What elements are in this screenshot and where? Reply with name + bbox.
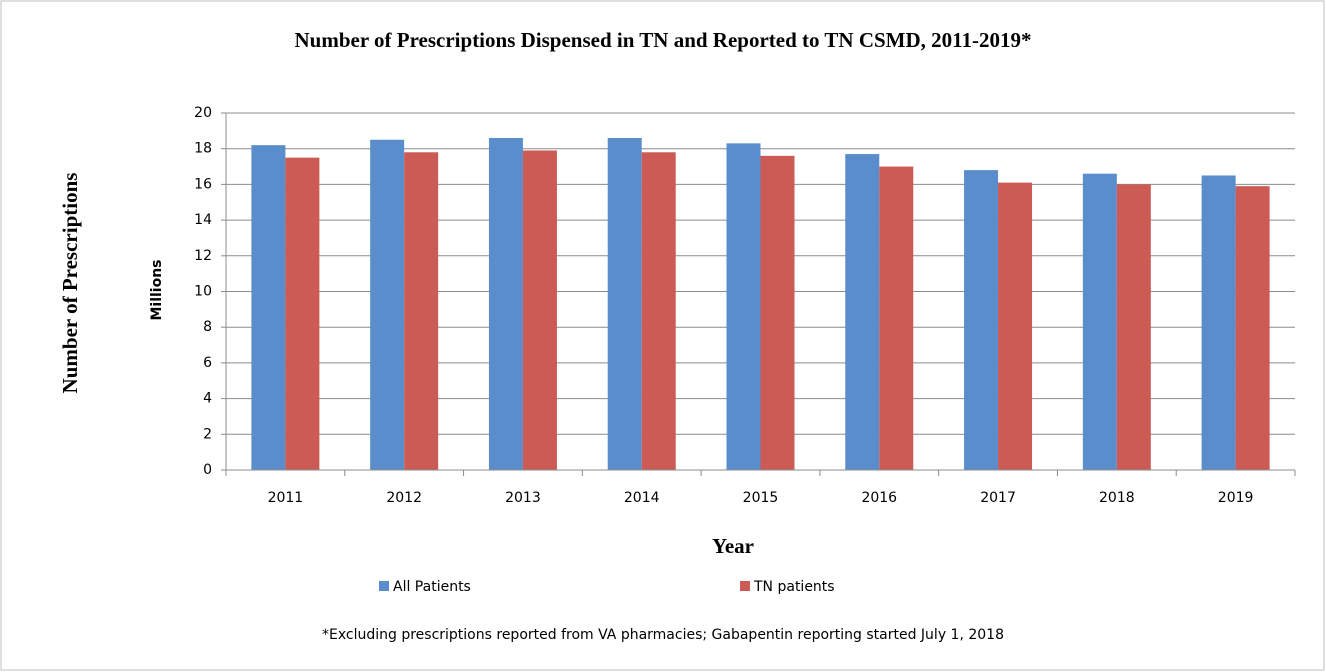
y-tick-label: 14 bbox=[194, 212, 212, 228]
y-tick-label: 4 bbox=[203, 391, 212, 407]
bar bbox=[1201, 175, 1236, 470]
bar bbox=[998, 182, 1033, 471]
x-tick-label: 2013 bbox=[505, 490, 541, 506]
y-tick-label: 16 bbox=[194, 176, 212, 192]
y-tick-label: 6 bbox=[203, 355, 212, 371]
bar bbox=[1116, 184, 1151, 470]
bar bbox=[251, 145, 286, 470]
y-tick-label: 0 bbox=[203, 462, 212, 478]
y-tick-label: 20 bbox=[194, 105, 212, 121]
y-tick-label: 10 bbox=[194, 284, 212, 300]
x-tick-label: 2011 bbox=[268, 490, 304, 506]
y-tick-label: 12 bbox=[194, 248, 212, 264]
x-tick-label: 2012 bbox=[386, 490, 422, 506]
x-tick-label: 2017 bbox=[980, 490, 1016, 506]
bar bbox=[726, 143, 761, 470]
y-axis-title: Number of Prescriptions bbox=[58, 173, 82, 394]
x-axis-title: Year bbox=[712, 534, 754, 558]
bar bbox=[488, 137, 523, 471]
footnote: *Excluding prescriptions reported from V… bbox=[322, 627, 1004, 643]
legend-swatch bbox=[379, 581, 389, 591]
legend-label: All Patients bbox=[393, 579, 471, 595]
y-tick-label: 18 bbox=[194, 141, 212, 157]
bar bbox=[1235, 186, 1270, 470]
bar bbox=[641, 152, 676, 470]
x-tick-label: 2018 bbox=[1099, 490, 1135, 506]
x-tick-label: 2014 bbox=[624, 490, 660, 506]
bar bbox=[845, 154, 880, 470]
x-tick-label: 2015 bbox=[743, 490, 779, 506]
bar bbox=[522, 150, 557, 471]
bar bbox=[404, 152, 439, 470]
bar bbox=[760, 155, 795, 470]
legend-swatch bbox=[740, 581, 750, 591]
chart-title: Number of Prescriptions Dispensed in TN … bbox=[295, 28, 1032, 52]
x-tick-label: 2016 bbox=[861, 490, 897, 506]
bar bbox=[370, 139, 405, 470]
bar bbox=[607, 137, 642, 471]
bar bbox=[879, 166, 914, 471]
y-tick-label: 8 bbox=[203, 319, 212, 335]
legend-label: TN patients bbox=[753, 579, 835, 595]
bar bbox=[1082, 173, 1117, 470]
bar bbox=[964, 170, 999, 470]
y-units-label: Millions bbox=[149, 259, 165, 320]
x-tick-label: 2019 bbox=[1218, 490, 1254, 506]
bar bbox=[285, 157, 320, 470]
y-tick-label: 2 bbox=[203, 426, 212, 442]
